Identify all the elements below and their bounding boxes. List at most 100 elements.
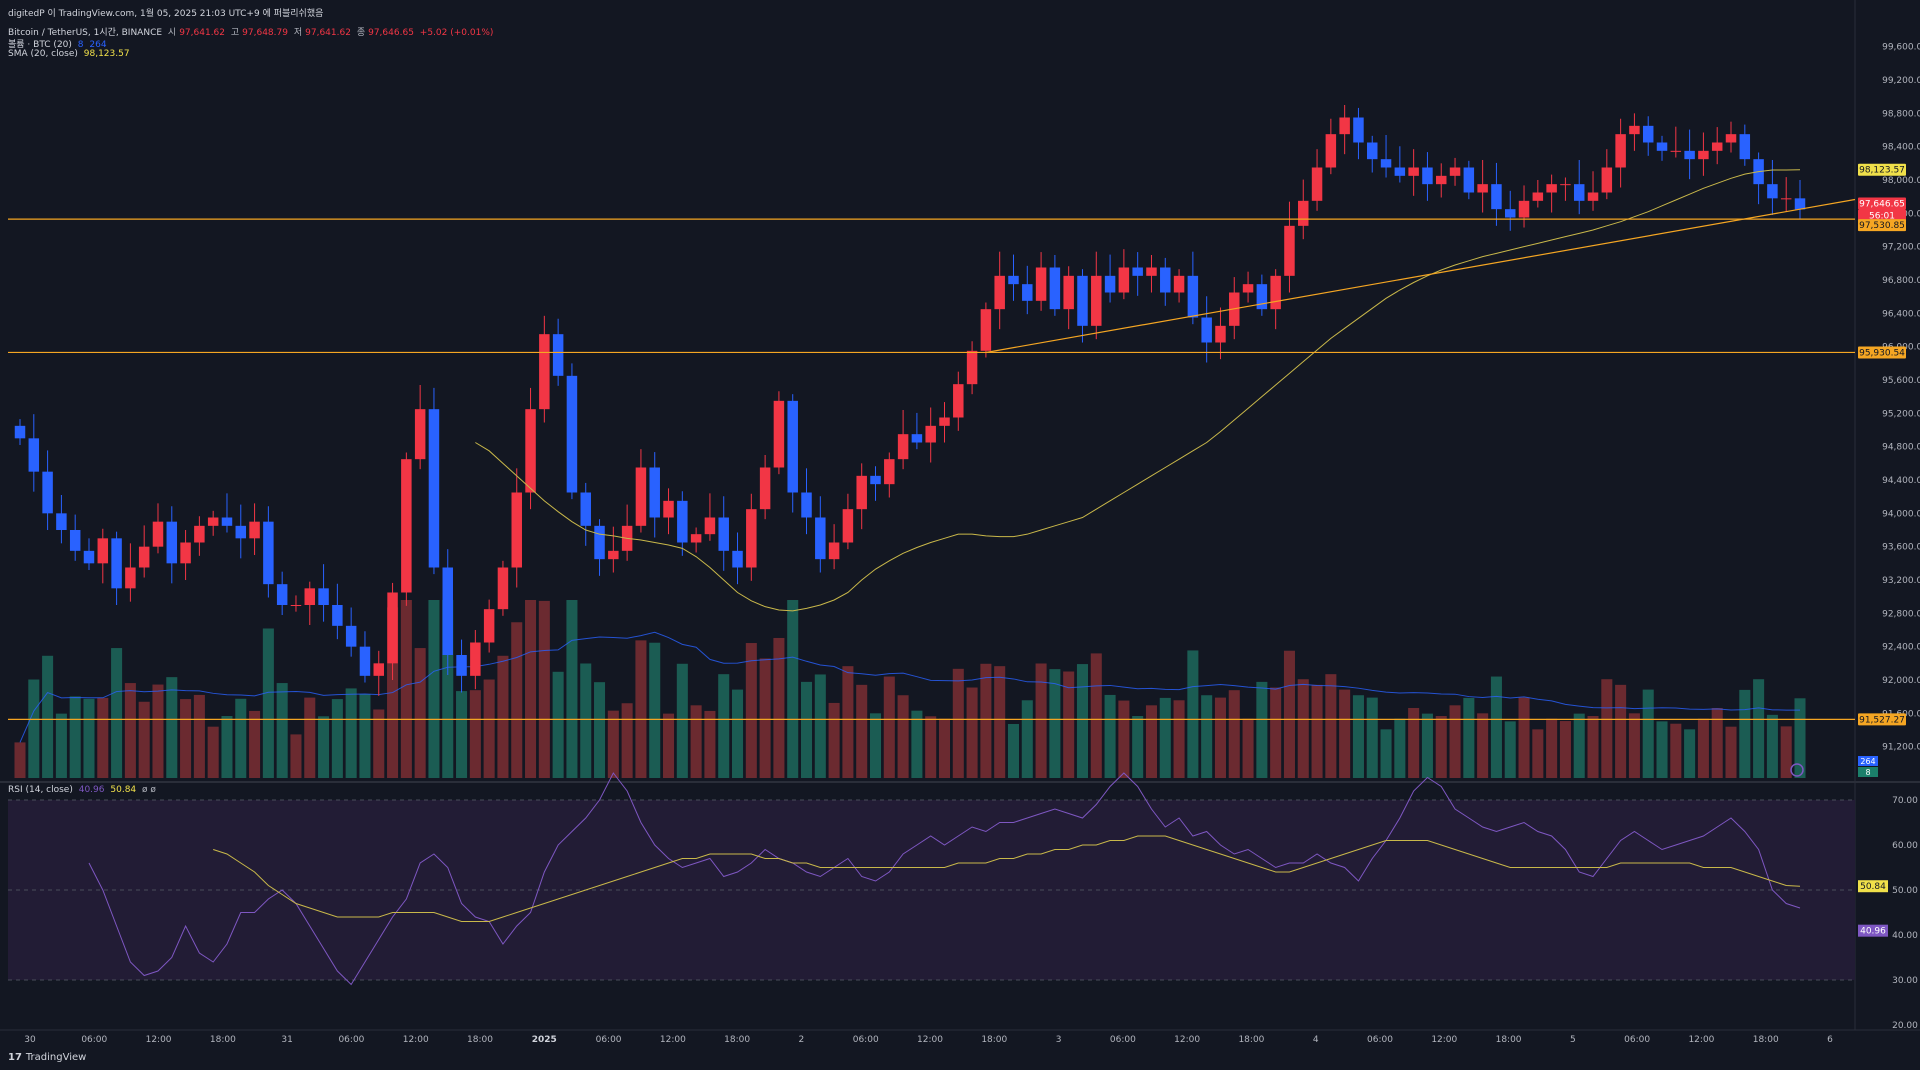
volume-bar [180,699,192,778]
vol-label-bg [1858,767,1878,777]
volume-bar [745,643,757,778]
price-tick-label-7: 94,000.00 [1882,509,1920,519]
rsi-label-bg [1858,924,1888,937]
tradingview-watermark[interactable]: 17 TradingView [8,1052,86,1063]
rsi-tick-label-1: 30.00 [1892,976,1918,986]
publish-title: digitedP 이 TradingView.com, 1월 05, 2025 … [8,9,324,19]
time-tick-label-5: 06:00 [338,1035,364,1045]
candle-body [608,550,619,560]
candle-body [566,375,578,493]
volume-bar [1628,713,1640,778]
candle-body [1422,167,1433,185]
volume-bar [1697,718,1709,778]
volume-bar [511,622,523,778]
volume-legend[interactable]: 볼륨 · BTC (20) 8 264 [8,37,110,50]
candle-body [1615,134,1626,168]
time-tick-label-6: 12:00 [403,1035,429,1045]
volume-bar [42,655,54,778]
candle-body [276,584,288,605]
volume-bar [552,671,564,778]
candle-body [1380,159,1392,168]
volume-bar [1766,714,1778,778]
volume-bar [1463,697,1475,778]
rsi-tick-label-4: 60.00 [1892,841,1918,851]
candle-body [856,475,867,510]
open-value: 97,641.62 [179,28,226,38]
candle-body [1132,267,1143,276]
candle-body [1008,275,1019,285]
close-value: 97,646.65 [368,28,414,38]
candle-body [677,500,688,543]
sma-legend[interactable]: SMA (20, close) 98,123.57 [8,49,133,59]
rsi-legend[interactable]: RSI (14, close) 40.96 50.84 ø ø [8,785,159,795]
volume-bar [456,691,468,778]
trend-line [985,198,1856,354]
countdown-label-bg [1858,209,1906,222]
candle-body [1767,184,1778,199]
time-tick-label-22: 12:00 [1431,1035,1457,1045]
volume-bar [483,679,495,778]
volume-bar [1325,674,1337,778]
countdown-label: 56:01 [1869,211,1895,221]
candle-body [966,350,978,385]
volume-bar [897,695,909,778]
candle-body [1573,184,1585,201]
candle-body [1408,167,1419,176]
candle-body [759,467,771,510]
volume-bar [994,666,1006,778]
volume-bar [1228,690,1240,778]
volume-bar [525,600,537,778]
symbol-label[interactable]: Bitcoin / TetherUS, 1시간, BINANCE [8,28,163,38]
candle-body [1284,225,1295,276]
volume-bar [1421,713,1433,778]
volume-bar [124,683,136,778]
price-tick-label-17: 98,000.00 [1882,176,1920,186]
volume-bar [621,703,633,778]
volume-bar [594,682,606,778]
volume-bar [566,600,578,778]
candle-body [525,409,536,493]
candle-body [1311,167,1323,201]
volume-bar [704,710,716,778]
candle-body [28,438,40,472]
time-tick-label-26: 12:00 [1688,1035,1714,1045]
candle-body [166,521,178,564]
volume-bar [469,690,481,778]
sma-price-label: 98,123.57 [1859,166,1905,176]
volume-bar [1546,718,1558,778]
candle-body [1670,150,1682,152]
time-tick-label-28: 6 [1827,1035,1833,1045]
candle-body [1518,200,1530,218]
volume-bar [1021,700,1033,778]
candle-body [980,309,992,351]
candle-body [635,467,647,526]
candle-body [1629,125,1640,135]
candle-body [801,492,812,518]
rsi-axis-label: 40.96 [1860,927,1886,937]
rsi-extra: ø ø [142,785,156,795]
candle-body [773,400,785,468]
volume-bar [842,666,854,778]
candle-body [746,509,757,568]
candle-body [1242,284,1254,293]
candle-body [1739,134,1751,160]
time-tick-label-12: 2 [799,1035,805,1045]
change-value: +5.02 (+0.01%) [419,28,494,38]
volume-bar [1366,697,1378,778]
rsi-tick-label-3: 50.00 [1892,886,1918,896]
volume-bar [952,668,964,778]
candle-body [1270,275,1281,310]
volume-bar [1435,715,1447,778]
volume-bar [1408,707,1420,778]
time-tick-label-0: 30 [24,1035,36,1045]
volume-bar [1201,695,1213,778]
candle-body [1146,267,1157,276]
volume-bar [400,600,412,778]
level-label: 97,530.85 [1859,221,1905,231]
candle-body [207,517,219,526]
candle-body [483,609,495,643]
volume-bar [442,600,454,778]
candle-body [1794,198,1806,210]
candle-body [1160,267,1171,293]
